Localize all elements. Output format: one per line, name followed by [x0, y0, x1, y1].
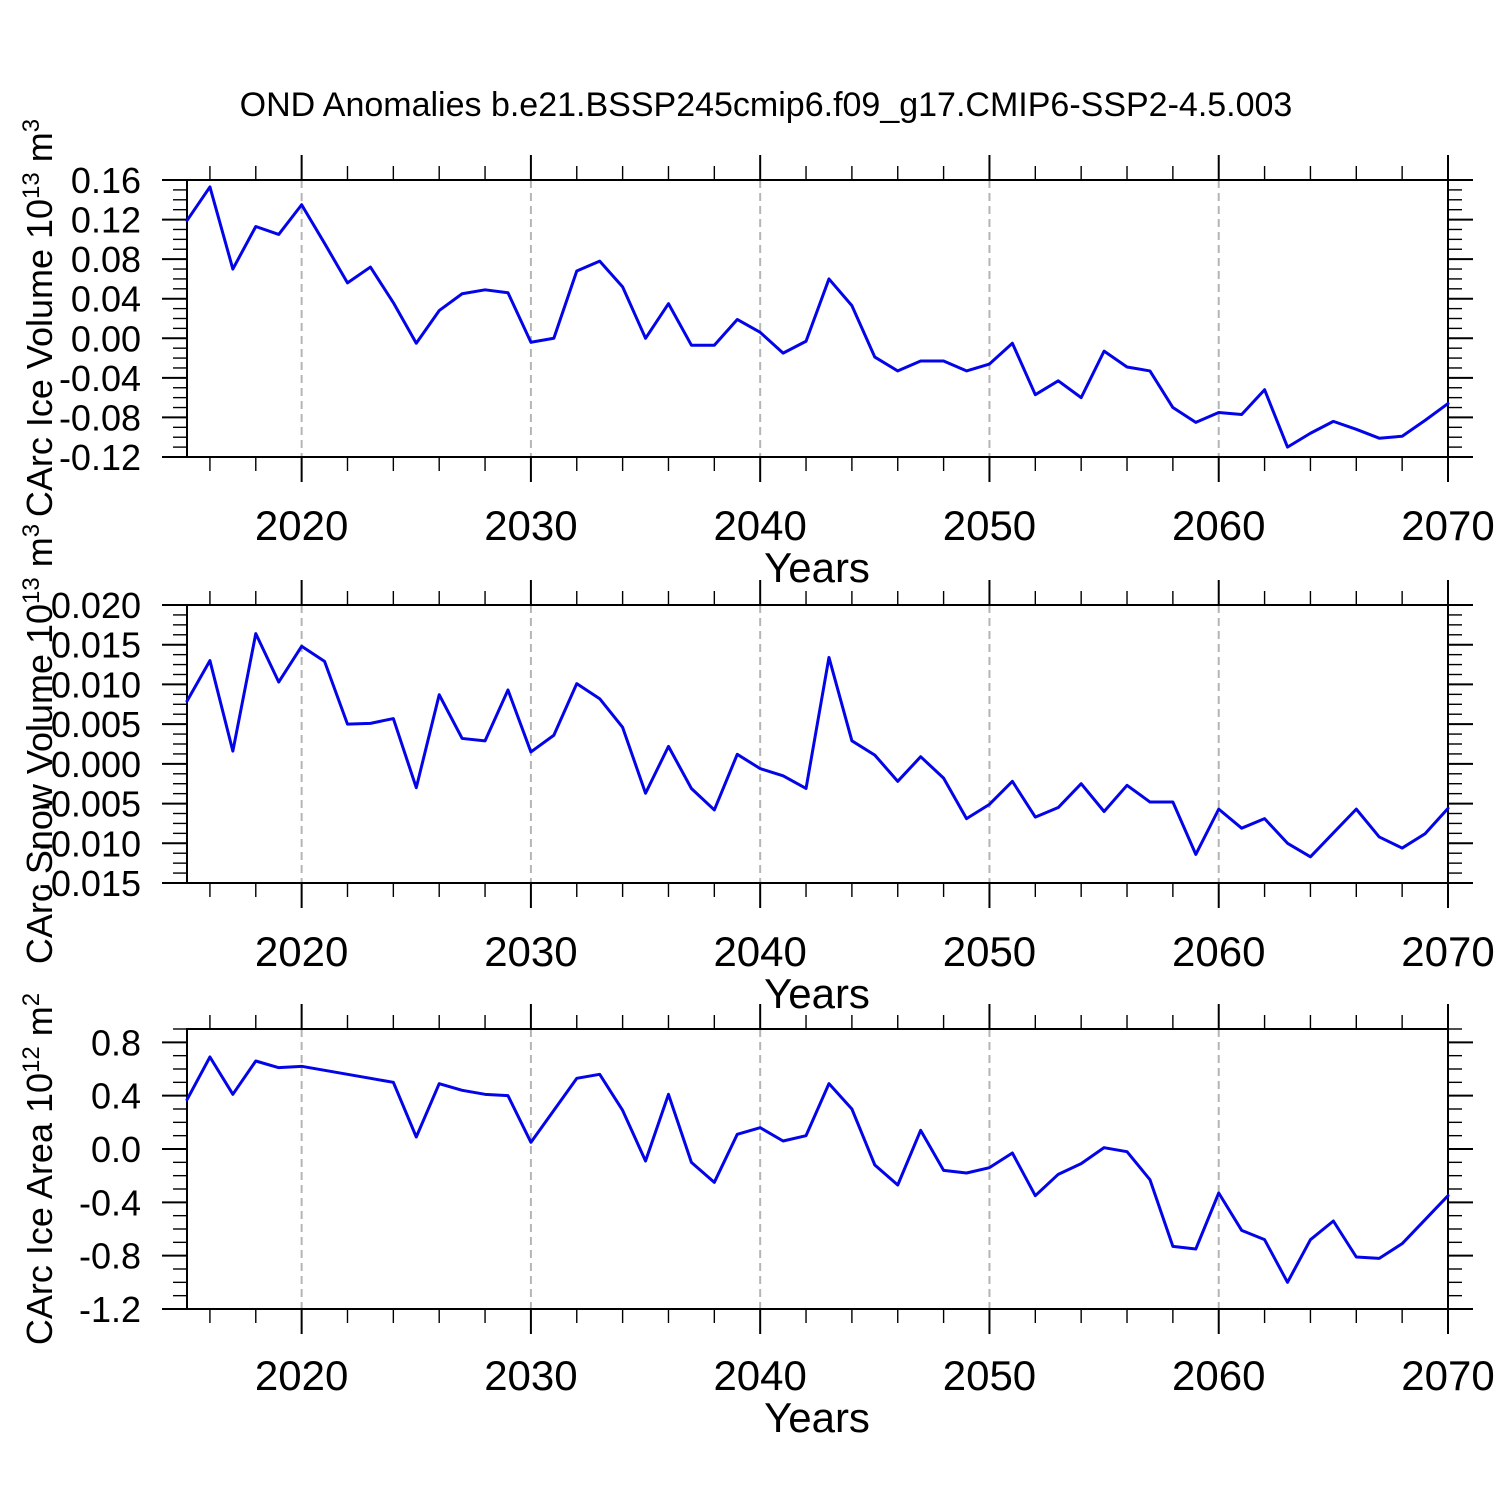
svg-text:0.010: 0.010	[51, 664, 141, 705]
svg-text:0.16: 0.16	[71, 160, 141, 201]
svg-text:2040: 2040	[713, 502, 806, 549]
svg-text:-0.08: -0.08	[59, 397, 141, 438]
tick-marks	[162, 580, 1473, 908]
svg-text:2040: 2040	[713, 1352, 806, 1399]
gridlines	[300, 605, 1220, 883]
series-ice-area	[185, 1055, 1450, 1284]
svg-text:2030: 2030	[484, 502, 577, 549]
svg-text:0.000: 0.000	[51, 744, 141, 785]
panel-ice-area: 0.8 0.4 0.0 -0.4 -0.8 -1.2 2020 2030 2040 2050 206…	[79, 1004, 1495, 1399]
y-tick-labels: 0.8 0.4 0.0 -0.4 -0.8 -1.2	[79, 1022, 141, 1330]
svg-text:2050: 2050	[943, 928, 1036, 975]
x-tick-labels: 2020 2030 2040 2050 2060 2070	[255, 928, 1495, 975]
svg-text:2060: 2060	[1172, 502, 1265, 549]
tick-marks	[162, 155, 1473, 482]
svg-text:2070: 2070	[1401, 928, 1494, 975]
svg-text:-0.010: -0.010	[39, 823, 141, 864]
y-tick-labels: 0.160.120.080.040.00-0.04-0.08-0.12	[59, 160, 141, 478]
svg-text:0.8: 0.8	[91, 1022, 141, 1063]
svg-text:-0.04: -0.04	[59, 358, 141, 399]
svg-text:2050: 2050	[943, 1352, 1036, 1399]
svg-text:2060: 2060	[1172, 928, 1265, 975]
svg-text:2020: 2020	[255, 928, 348, 975]
series-snow-volume	[185, 632, 1450, 859]
chart-title: OND Anomalies b.e21.BSSP245cmip6.f09_g17…	[239, 86, 1293, 124]
svg-text:2020: 2020	[255, 502, 348, 549]
gridlines	[300, 180, 1220, 457]
svg-text:2070: 2070	[1401, 1352, 1494, 1399]
svg-text:-0.005: -0.005	[39, 784, 141, 825]
svg-text:0.015: 0.015	[51, 625, 141, 666]
plot-frame	[186, 179, 1449, 458]
svg-text:2070: 2070	[1401, 502, 1494, 549]
series-ice-volume	[185, 185, 1450, 449]
svg-text:0.020: 0.020	[51, 585, 141, 626]
svg-text:0.08: 0.08	[71, 239, 141, 280]
x-axis-title-panel-2: Years	[764, 970, 870, 1017]
svg-text:0.12: 0.12	[71, 200, 141, 241]
plot-frame	[186, 1028, 1449, 1310]
svg-text:-0.015: -0.015	[39, 863, 141, 904]
svg-text:-0.12: -0.12	[59, 437, 141, 478]
svg-text:2040: 2040	[713, 928, 806, 975]
svg-text:2050: 2050	[943, 502, 1036, 549]
svg-text:0.0: 0.0	[91, 1129, 141, 1170]
svg-text:-0.4: -0.4	[79, 1182, 141, 1223]
svg-text:2020: 2020	[255, 1352, 348, 1399]
svg-text:0.00: 0.00	[71, 318, 141, 359]
svg-text:-1.2: -1.2	[79, 1289, 141, 1330]
tick-marks	[162, 1004, 1473, 1334]
svg-text:2060: 2060	[1172, 1352, 1265, 1399]
plot-frame	[186, 604, 1449, 884]
x-tick-labels: 2020 2030 2040 2050 2060 2070	[255, 502, 1495, 549]
y-tick-labels: 0.0200.0150.0100.0050.000-0.005-0.010-0.…	[39, 585, 141, 904]
svg-text:2030: 2030	[484, 1352, 577, 1399]
x-axis-title-panel-3: Years	[764, 1394, 870, 1441]
svg-text:0.005: 0.005	[51, 704, 141, 745]
svg-text:2030: 2030	[484, 928, 577, 975]
svg-text:0.4: 0.4	[91, 1076, 141, 1117]
svg-text:0.04: 0.04	[71, 279, 141, 320]
x-tick-labels: 2020 2030 2040 2050 2060 2070	[255, 1352, 1495, 1399]
x-axis-title-panel-1: Years	[764, 544, 870, 591]
panel-snow-volume: 0.0200.0150.0100.0050.000-0.005-0.010-0.…	[39, 580, 1495, 975]
svg-text:-0.8: -0.8	[79, 1236, 141, 1277]
gridlines	[300, 1029, 1220, 1309]
